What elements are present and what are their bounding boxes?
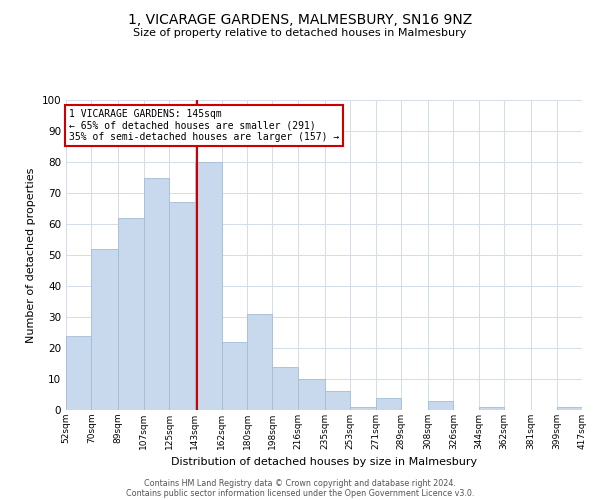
Bar [221, 342, 247, 410]
Bar [169, 202, 194, 410]
Bar [298, 379, 325, 410]
Bar [144, 178, 169, 410]
Bar [428, 400, 454, 410]
X-axis label: Distribution of detached houses by size in Malmesbury: Distribution of detached houses by size … [171, 458, 477, 468]
Bar [376, 398, 401, 410]
Bar [194, 162, 221, 410]
Y-axis label: Number of detached properties: Number of detached properties [26, 168, 36, 342]
Bar [118, 218, 144, 410]
Text: Contains public sector information licensed under the Open Government Licence v3: Contains public sector information licen… [126, 488, 474, 498]
Bar [91, 249, 118, 410]
Bar [350, 407, 376, 410]
Text: Size of property relative to detached houses in Malmesbury: Size of property relative to detached ho… [133, 28, 467, 38]
Bar [479, 407, 504, 410]
Bar [66, 336, 91, 410]
Bar [247, 314, 272, 410]
Bar [272, 366, 298, 410]
Text: 1 VICARAGE GARDENS: 145sqm
← 65% of detached houses are smaller (291)
35% of sem: 1 VICARAGE GARDENS: 145sqm ← 65% of deta… [69, 110, 339, 142]
Bar [325, 392, 350, 410]
Text: 1, VICARAGE GARDENS, MALMESBURY, SN16 9NZ: 1, VICARAGE GARDENS, MALMESBURY, SN16 9N… [128, 12, 472, 26]
Text: Contains HM Land Registry data © Crown copyright and database right 2024.: Contains HM Land Registry data © Crown c… [144, 478, 456, 488]
Bar [557, 407, 582, 410]
